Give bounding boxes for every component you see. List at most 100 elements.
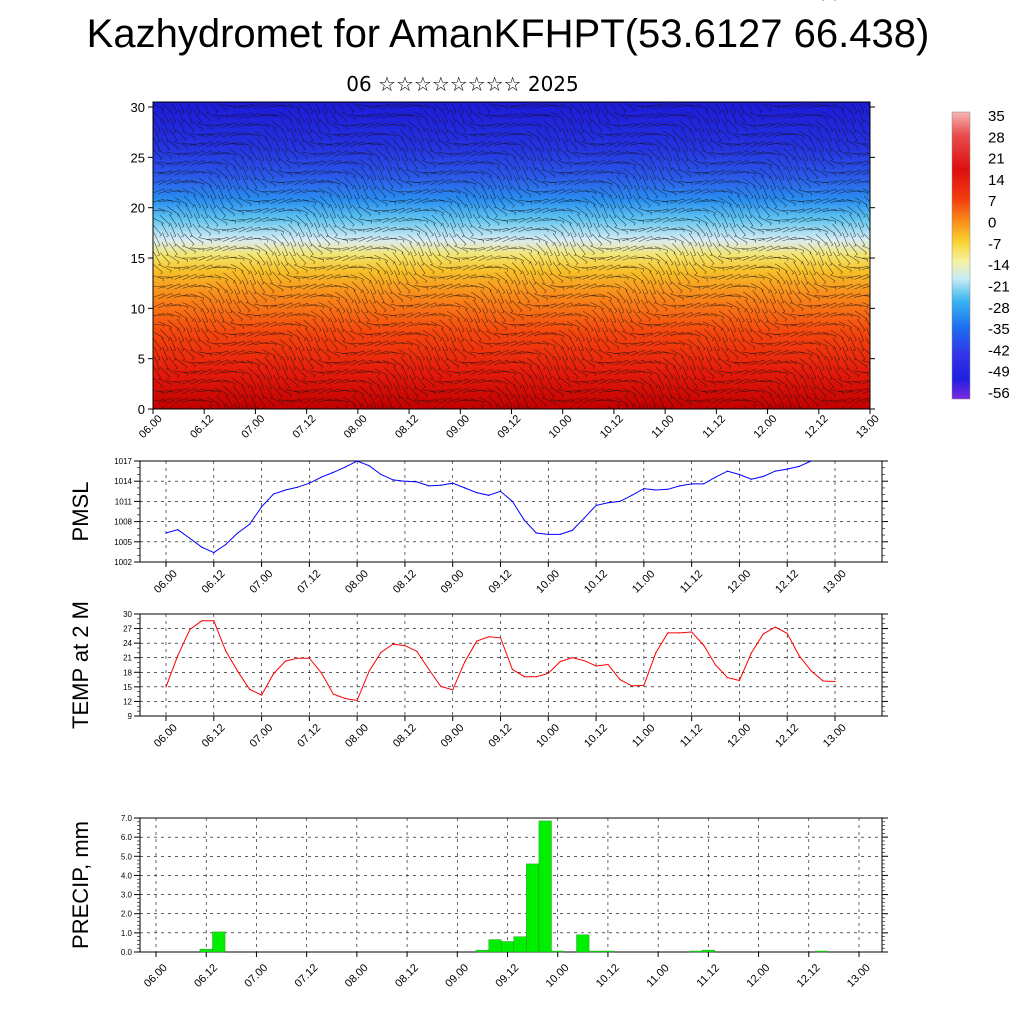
wind-barb-column — [445, 102, 461, 409]
x-tick-label: 06.00 — [152, 568, 180, 596]
data-point — [655, 652, 657, 654]
data-point — [726, 470, 729, 472]
y-tick-label: 27 — [123, 625, 132, 634]
data-point — [189, 628, 191, 631]
data-point — [332, 693, 334, 695]
data-point — [667, 488, 669, 490]
x-tick-label: 11.12 — [678, 722, 705, 749]
wind-barb-column — [389, 102, 405, 409]
x-tick-label: 06.12 — [200, 568, 228, 596]
precip-bar — [212, 931, 226, 953]
x-tick-label: 12.12 — [795, 962, 823, 990]
wind-barb-column — [333, 102, 349, 409]
plot-frame — [139, 817, 883, 953]
wind-barb-column — [477, 102, 493, 409]
data-point — [810, 670, 812, 672]
wind-barb-column — [541, 104, 557, 406]
data-point — [619, 500, 621, 502]
data-point — [404, 645, 406, 647]
data-point — [535, 532, 537, 534]
data-point — [607, 502, 609, 504]
plot-frame — [139, 460, 883, 563]
x-tick-label: 07.12 — [295, 722, 323, 750]
x-tick-label: 08.12 — [393, 962, 421, 990]
data-point — [810, 460, 812, 462]
colorbar-label: -7 — [988, 236, 1001, 253]
x-tick-label: 07.00 — [247, 722, 275, 750]
data-point — [225, 650, 227, 652]
y-axis-label: PMSL — [68, 482, 93, 542]
data-point — [798, 655, 800, 657]
x-tick-label: 10.00 — [547, 413, 575, 441]
x-tick-label: 09.12 — [486, 722, 514, 750]
wind-barb-column — [405, 104, 421, 406]
data-point — [344, 466, 346, 468]
wind-barb-column — [789, 103, 805, 409]
wind-barb-column — [829, 102, 845, 409]
x-tick-label: 06.12 — [188, 413, 216, 441]
data-point — [499, 490, 502, 492]
y-tick-label: 9 — [128, 712, 133, 721]
x-tick-label: 12.00 — [744, 962, 772, 990]
x-tick-label: 13.00 — [821, 568, 849, 596]
data-point — [834, 680, 836, 683]
wind-barb-column — [741, 102, 757, 409]
data-point — [547, 672, 549, 674]
colorbar-label: -21 — [988, 278, 1010, 295]
precip-bar — [551, 950, 565, 953]
x-tick-label: 06.12 — [192, 962, 220, 990]
x-tick-label: 10.00 — [544, 962, 572, 990]
wind-barb-column — [309, 102, 325, 409]
x-tick-label: 10.12 — [582, 568, 610, 596]
wind-barb-column — [605, 102, 621, 409]
data-point — [488, 636, 490, 638]
y-tick-label: 5.0 — [121, 852, 133, 861]
x-tick-label: 11.00 — [630, 722, 657, 749]
data-point — [631, 685, 633, 687]
y-tick-label: 15 — [123, 683, 132, 692]
wind-barb-column — [197, 102, 213, 409]
precip-bar — [701, 949, 715, 953]
wind-barbs — [153, 102, 870, 409]
data-point — [237, 532, 239, 534]
colorbar-label: -42 — [988, 342, 1010, 359]
x-tick-label: 06.12 — [200, 722, 228, 750]
x-tick-label: 08.12 — [391, 568, 419, 596]
precip-bar — [601, 950, 615, 953]
wind-barb-column — [805, 103, 821, 409]
data-point — [691, 631, 693, 633]
data-point — [356, 699, 358, 702]
data-point — [404, 480, 406, 482]
y-tick-label: 15 — [131, 251, 145, 266]
data-point — [643, 684, 645, 687]
y-tick-label: 10 — [131, 301, 145, 316]
x-tick-label: 07.12 — [293, 962, 321, 990]
wind-barb-column — [261, 103, 277, 409]
wind-barb-column — [381, 103, 397, 409]
data-point — [762, 475, 764, 478]
data-point — [714, 664, 717, 666]
wind-barb-column — [285, 102, 301, 409]
data-point — [177, 529, 179, 531]
x-tick-label: 07.12 — [295, 568, 323, 596]
wind-barb-column — [469, 102, 485, 409]
precip-bar — [814, 950, 828, 953]
data-point — [380, 473, 382, 476]
data-point — [428, 485, 430, 487]
colorbar-label: 35 — [988, 108, 1005, 125]
wind-barb-column — [341, 102, 357, 409]
data-point — [523, 519, 526, 521]
y-tick-label: 6.0 — [121, 833, 133, 842]
data-point — [786, 632, 788, 635]
x-tick-label: 08.00 — [343, 568, 371, 596]
data-point — [416, 481, 418, 483]
x-tick-label: 07.00 — [247, 568, 275, 596]
data-point — [774, 626, 776, 628]
data-point — [476, 492, 478, 494]
x-tick-label: 10.00 — [534, 568, 562, 596]
data-point — [308, 657, 310, 659]
data-point — [488, 494, 490, 496]
x-tick-label: 12.12 — [773, 568, 801, 596]
x-tick-label: 12.00 — [725, 722, 753, 750]
data-point — [165, 532, 167, 534]
